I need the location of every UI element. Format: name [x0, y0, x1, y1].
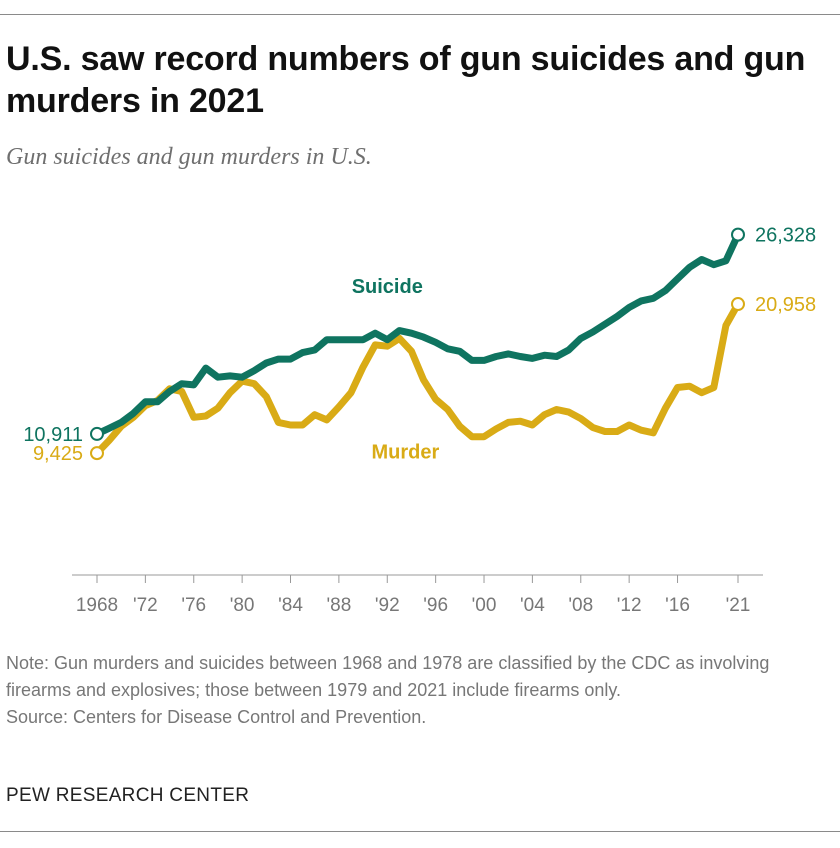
line-chart: 1968 '72 '76 '80 '84 '88 '92 '96 '00 '04 '08 '12 '16…	[23, 225, 816, 616]
suicide-start-marker	[90, 426, 104, 441]
note-text: Note: Gun murders and suicides between 1…	[6, 653, 770, 700]
x-tick-label: '96	[423, 595, 448, 616]
x-tick-label: 1968	[76, 595, 118, 616]
chart-subtitle: Gun suicides and gun murders in U.S.	[6, 144, 372, 170]
suicide-end-label: 26,328	[755, 225, 816, 247]
brand-name: PEW RESEARCH CENTER	[6, 785, 250, 806]
series-line-murder	[93, 300, 742, 457]
x-tick-label: '80	[230, 595, 255, 616]
series-line-suicide	[93, 231, 742, 438]
source-text: Source: Centers for Disease Control and …	[6, 707, 427, 727]
x-tick-label: '12	[617, 595, 642, 616]
x-tick-label: '04	[520, 595, 545, 616]
x-tick-label: '21	[726, 595, 751, 616]
suicide-start-label: 10,911	[23, 424, 83, 446]
chart-title: U.S. saw record numbers of gun suicides …	[6, 40, 806, 120]
chart-notes: Note: Gun murders and suicides between 1…	[6, 650, 826, 731]
murder-start-label: 9,425	[33, 443, 83, 465]
suicide-end-marker	[731, 227, 745, 242]
x-tick-label: '08	[568, 595, 593, 616]
murder-end-label: 20,958	[755, 294, 816, 316]
x-tick-label: '76	[181, 595, 206, 616]
top-rule	[0, 14, 840, 15]
series-label-murder: Murder	[372, 442, 440, 464]
x-tick-label: '88	[327, 595, 352, 616]
bottom-rule	[0, 831, 840, 832]
series-label-suicide: Suicide	[352, 276, 423, 298]
x-tick-label: '16	[665, 595, 690, 616]
x-tick-label: '84	[278, 595, 303, 616]
x-tick-label: '72	[133, 595, 158, 616]
murder-start-marker	[90, 446, 104, 461]
x-tick-label: '00	[472, 595, 497, 616]
murder-end-marker	[731, 297, 745, 312]
x-tick-label: '92	[375, 595, 400, 616]
